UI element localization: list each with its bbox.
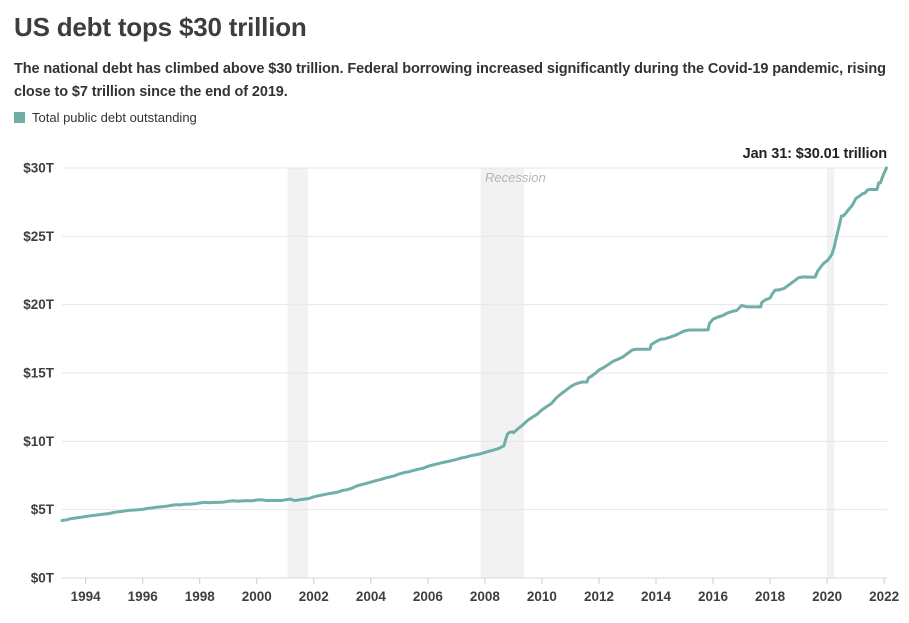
x-axis-label: 1996	[128, 589, 159, 604]
x-axis-label: 2020	[812, 589, 842, 604]
x-axis-label: 2014	[641, 589, 672, 604]
legend-swatch-icon	[14, 112, 25, 123]
y-axis-label: $10T	[23, 434, 55, 449]
y-axis-label: $5T	[31, 502, 55, 517]
page-subtitle: The national debt has climbed above $30 …	[14, 61, 886, 100]
x-axis-label: 2022	[869, 589, 899, 604]
x-axis-label: 2016	[698, 589, 729, 604]
x-axis-label: 2000	[242, 589, 272, 604]
x-axis-label: 2010	[527, 589, 557, 604]
x-axis-label: 2008	[470, 589, 501, 604]
x-axis-label: 2002	[299, 589, 329, 604]
y-axis-label: $25T	[23, 229, 55, 244]
y-axis-label: $20T	[23, 297, 55, 312]
legend: Total public debt outstanding	[14, 110, 197, 125]
debt-line-series	[60, 166, 888, 522]
chart-canvas: $0T $5T $10T $15T $20T $25T $30T 1994 1996 1998 20…	[23, 161, 899, 605]
legend-label: Total public debt outstanding	[32, 110, 197, 125]
x-axis-label: 2012	[584, 589, 614, 604]
y-axis-label: $30T	[23, 161, 55, 176]
y-axis-label: $15T	[23, 366, 55, 381]
recession-label: Recession	[485, 170, 546, 185]
x-axis-label: 1994	[71, 589, 102, 604]
debt-line-chart: $0T $5T $10T $15T $20T $25T $30T 1994 1996 1998 20…	[0, 145, 909, 623]
x-axis-label: 2006	[413, 589, 444, 604]
x-axis-label: 1998	[185, 589, 216, 604]
x-axis-label: 2004	[356, 589, 387, 604]
page-title: US debt tops $30 trillion	[14, 12, 307, 42]
y-axis-label: $0T	[31, 571, 55, 586]
x-axis-label: 2018	[755, 589, 786, 604]
latest-value-annotation: Jan 31: $30.01 trillion	[742, 146, 887, 162]
